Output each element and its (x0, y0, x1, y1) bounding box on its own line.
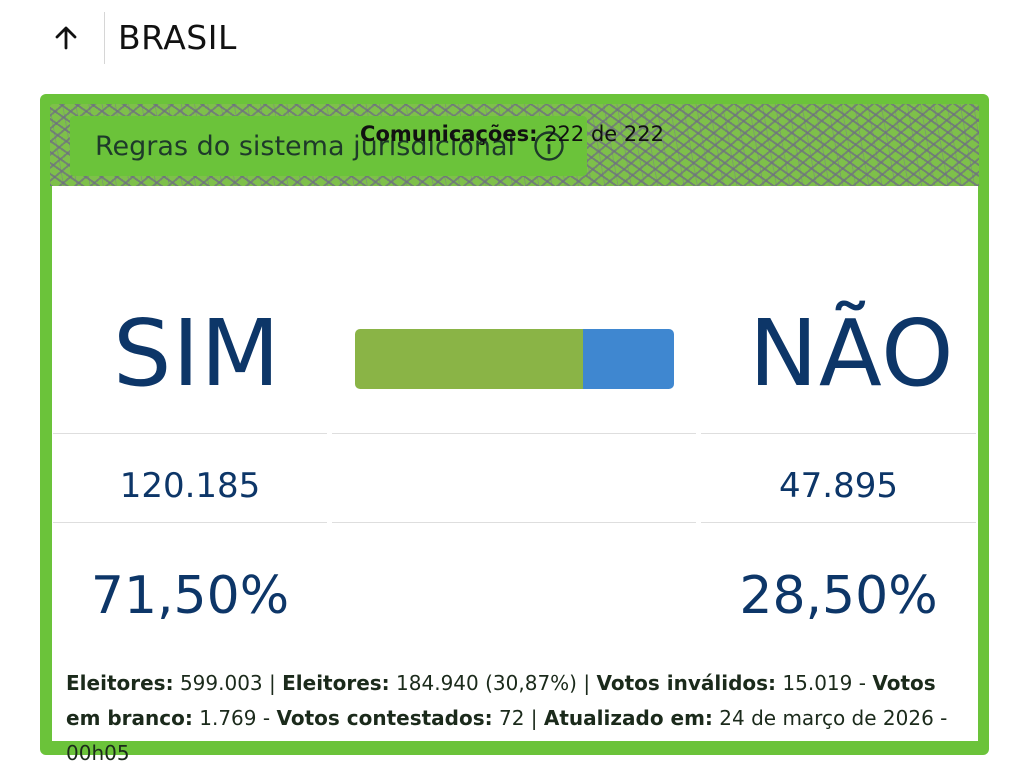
updated-value: 24 de março de 2026 - 00h05 (66, 706, 948, 765)
row-divider (332, 522, 696, 523)
invalid-label: Votos inválidos: (596, 671, 777, 695)
row-divider (332, 433, 696, 434)
voters-label: Eleitores: (282, 671, 390, 695)
invalid-value: 15.019 (782, 671, 853, 695)
result-bar (355, 329, 674, 389)
bar-nao-segment (583, 329, 674, 389)
results-card: Regras do sistema jurisdicional (40, 94, 989, 755)
rules-button[interactable]: Regras do sistema jurisdicional (70, 116, 587, 176)
footer-stats: Eleitores: 599.003 | Eleitores: 184.940 … (66, 671, 948, 765)
bar-sim-segment (355, 329, 584, 389)
page-title: BRASIL (118, 18, 237, 57)
electors-label: Eleitores: (66, 671, 174, 695)
blank-value: 1.769 (199, 706, 257, 730)
communications-value: 222 de 222 (544, 122, 664, 146)
voters-value: 184.940 (30,87%) (396, 671, 577, 695)
row-divider (701, 433, 976, 434)
row-divider (701, 522, 976, 523)
communications-summary: Comunicações: 222 de 222 (0, 122, 1024, 146)
info-icon[interactable] (533, 130, 565, 162)
nao-label: NÃO (749, 300, 955, 407)
communications-label: Comunicações: (360, 122, 538, 146)
sim-count: 120.185 (119, 466, 261, 506)
updated-label: Atualizado em: (543, 706, 713, 730)
nao-count: 47.895 (779, 466, 898, 506)
electors-value: 599.003 (179, 671, 263, 695)
blank-label: Votos em branco: (66, 671, 936, 730)
rules-label: Regras do sistema jurisdicional (95, 130, 516, 162)
sim-percent: 71,50% (90, 566, 290, 626)
contested-label: Votos contestados: (276, 706, 493, 730)
arrow-up-icon (55, 26, 77, 50)
contested-value: 72 (498, 706, 525, 730)
sim-label: SIM (113, 300, 281, 407)
row-divider (53, 522, 327, 523)
page-header: BRASIL (0, 0, 1024, 78)
row-divider (53, 433, 327, 434)
header-divider (104, 12, 105, 64)
results-panel (52, 186, 978, 741)
nao-percent: 28,50% (739, 566, 938, 626)
back-button[interactable] (46, 18, 86, 58)
